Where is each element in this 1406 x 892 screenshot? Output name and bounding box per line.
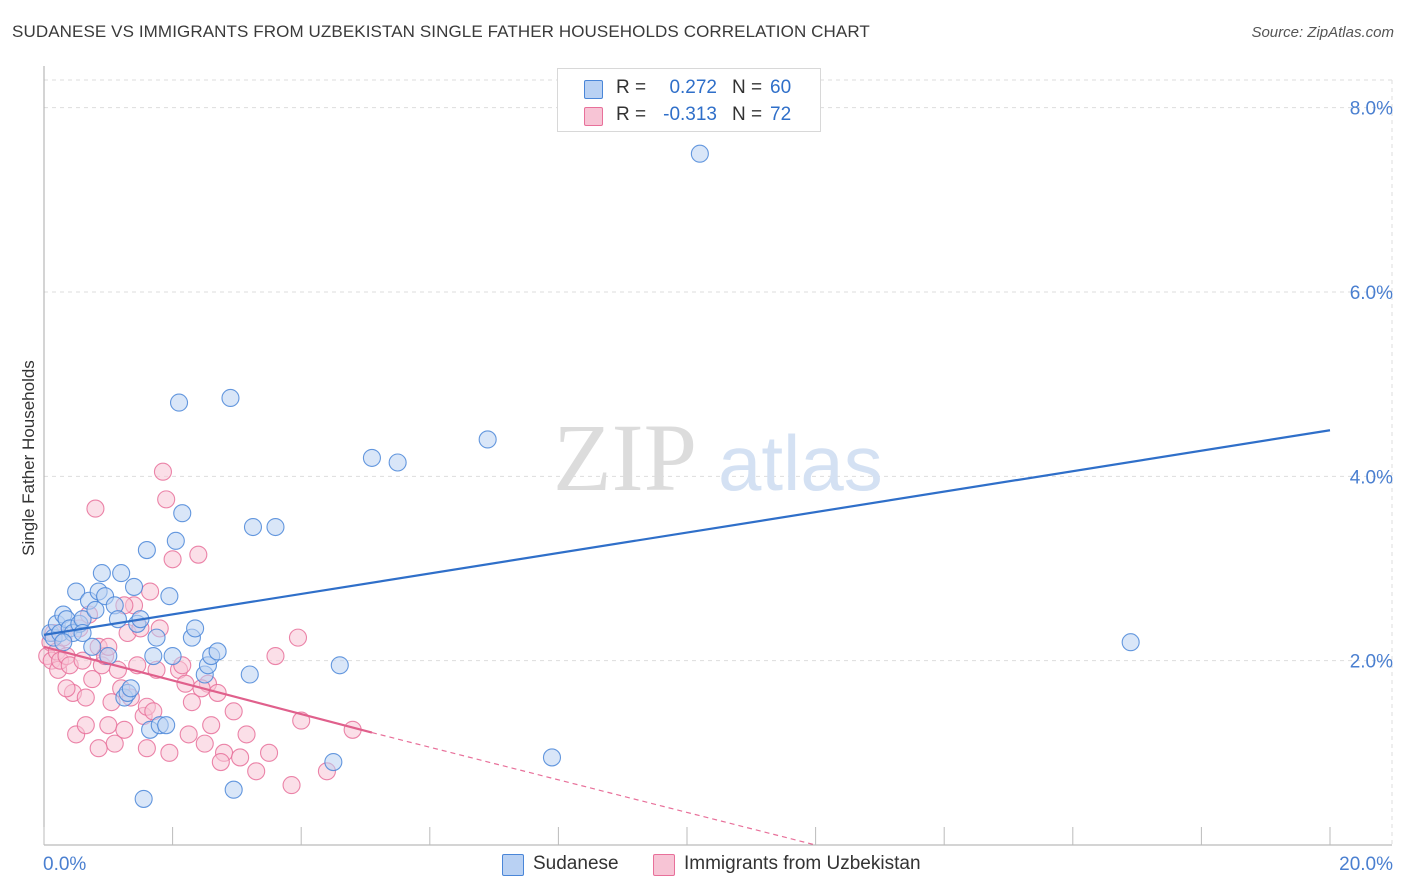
legend-label: Sudanese (533, 853, 619, 874)
data-point (137, 541, 156, 560)
data-point (134, 789, 153, 808)
data-point (99, 716, 118, 735)
trend-line-sudanese (43, 429, 1331, 636)
data-point (121, 679, 140, 698)
data-point (92, 564, 111, 583)
data-point (57, 679, 76, 698)
watermark: ZIP atlas (553, 404, 883, 511)
data-point (690, 144, 709, 163)
data-point (224, 780, 243, 799)
data-point (330, 656, 349, 675)
y-tick-label: 6.0% (1350, 283, 1393, 304)
data-point (362, 448, 381, 467)
legend-swatch-pink (584, 107, 603, 126)
watermark-zip: ZIP (553, 404, 697, 511)
data-point (163, 550, 182, 569)
series-sudanese-points (41, 144, 1140, 808)
data-point (224, 702, 243, 721)
data-point (112, 564, 131, 583)
data-point (86, 600, 105, 620)
data-point (542, 748, 562, 767)
data-point (186, 619, 205, 638)
legend-n-label: N = (732, 77, 763, 98)
series-legend: Sudanese Immigrants from Uzbekistan (0, 852, 1406, 878)
data-point (324, 752, 343, 772)
data-point (147, 628, 166, 647)
trend-lines (43, 429, 1331, 846)
data-point (478, 430, 497, 449)
data-point (76, 688, 95, 707)
data-point (179, 725, 198, 744)
chart-title: SUDANESE VS IMMIGRANTS FROM UZBEKISTAN S… (12, 22, 870, 41)
legend-swatch-blue (502, 854, 524, 876)
y-tick-labels: 2.0% 4.0% 6.0% 8.0% (1350, 99, 1393, 673)
data-point (189, 545, 208, 564)
data-point (182, 693, 201, 712)
data-point (388, 453, 407, 472)
legend-r-label: R = (616, 104, 647, 125)
data-point (76, 716, 95, 735)
data-point (195, 734, 214, 753)
data-point (89, 739, 108, 758)
legend-swatch-pink (653, 854, 675, 876)
data-point (211, 752, 230, 772)
data-point (288, 628, 308, 647)
data-point (153, 462, 173, 481)
data-point (208, 642, 227, 661)
data-point (202, 716, 221, 735)
data-point (160, 587, 179, 606)
y-tick-label: 8.0% (1350, 99, 1393, 120)
data-point (124, 577, 144, 596)
data-point (157, 716, 176, 735)
data-point (83, 637, 102, 656)
x-tick-label: 20.0% (1339, 854, 1393, 875)
data-point (163, 647, 182, 666)
data-point (169, 393, 189, 412)
x-tick-labels: 0.0% 20.0% (43, 854, 1393, 875)
axes (43, 66, 1392, 846)
legend-n-label: N = (732, 104, 763, 125)
trend-extension-uzbekistan (371, 731, 816, 846)
data-point (1121, 633, 1140, 652)
data-point (243, 517, 263, 537)
data-point (86, 499, 105, 518)
data-point (67, 582, 86, 601)
data-point (266, 517, 285, 537)
data-point (173, 504, 192, 523)
data-point (144, 647, 163, 666)
data-point (166, 531, 185, 550)
data-point (231, 748, 250, 767)
data-point (54, 633, 73, 652)
data-point (137, 739, 156, 758)
source-label: Source: ZipAtlas.com (1251, 24, 1394, 41)
legend-r-label: R = (616, 77, 647, 98)
data-point (247, 762, 266, 781)
legend-r-value: 0.272 (669, 77, 717, 98)
data-point (83, 670, 102, 689)
legend-n-value: 60 (770, 77, 792, 98)
data-point (282, 776, 301, 795)
legend-r-value: -0.313 (663, 104, 717, 125)
data-point (115, 720, 134, 739)
data-point (221, 388, 240, 408)
data-point (237, 725, 256, 744)
y-tick-label: 4.0% (1350, 467, 1393, 488)
data-point (266, 647, 285, 666)
stats-legend: R = 0.272 N = 60 R = -0.313 N = 72 (557, 68, 821, 132)
legend-n-value: 72 (770, 104, 792, 125)
legend-label: Immigrants from Uzbekistan (684, 853, 921, 874)
data-point (259, 743, 279, 762)
trend-line-uzbekistan (43, 645, 373, 734)
watermark-atlas: atlas (718, 419, 883, 507)
data-point (141, 582, 160, 601)
y-tick-label: 2.0% (1350, 652, 1393, 673)
data-point (160, 743, 179, 762)
data-point (292, 711, 311, 730)
legend-swatch-blue (584, 80, 603, 99)
data-point (157, 490, 176, 509)
x-tick-label: 0.0% (43, 854, 86, 875)
data-point (240, 665, 259, 684)
